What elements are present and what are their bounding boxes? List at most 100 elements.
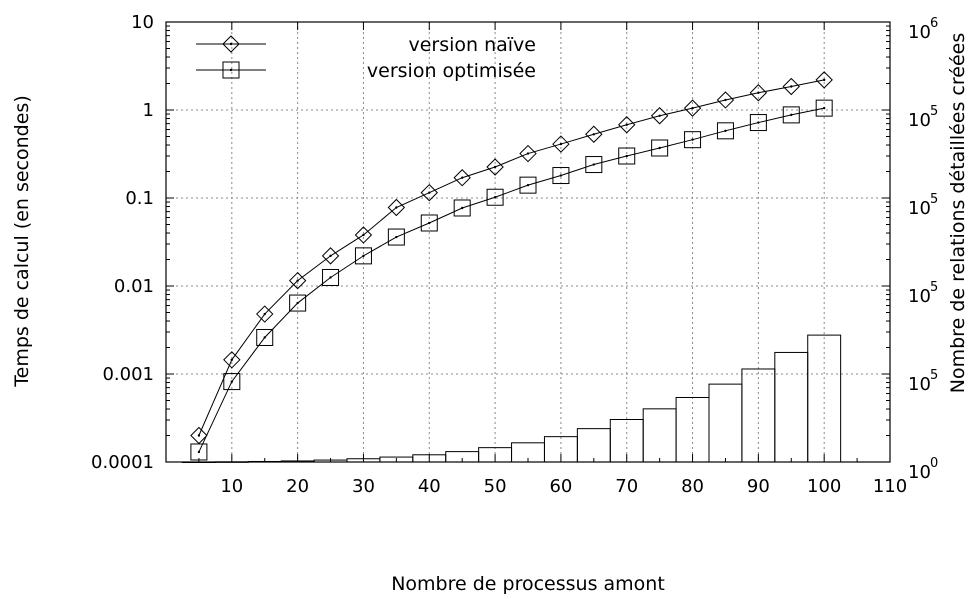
marker-dot bbox=[263, 312, 266, 316]
marker-dot bbox=[428, 191, 431, 194]
marker-dot bbox=[691, 106, 694, 110]
marker-diamond bbox=[552, 135, 570, 153]
y2-tick-exponent: 5 bbox=[930, 192, 938, 207]
marker-square bbox=[815, 99, 833, 117]
marker-dot bbox=[822, 106, 826, 110]
histogram-bars bbox=[181, 334, 842, 463]
marker-dot bbox=[724, 129, 727, 133]
marker-dot bbox=[362, 233, 365, 237]
legend-marker-square bbox=[222, 61, 240, 79]
y-tick-label: 10 bbox=[131, 12, 154, 33]
marker-dot bbox=[428, 221, 431, 225]
marker-square bbox=[618, 147, 636, 165]
y2-tick-base: 10 bbox=[908, 462, 931, 483]
marker-dot bbox=[757, 121, 760, 124]
marker-square bbox=[716, 122, 734, 140]
marker-square bbox=[684, 131, 702, 149]
y2-tick-label: 10 6 bbox=[908, 16, 938, 43]
y2-tick-exponent: 5 bbox=[930, 280, 938, 295]
legend-marker-diamond bbox=[222, 35, 240, 53]
x-tick-label: 80 bbox=[681, 476, 704, 497]
y2-tick-base: 10 bbox=[908, 22, 931, 43]
legend-label-optimisee: version optimisée bbox=[367, 60, 536, 82]
marker-dot bbox=[757, 91, 760, 94]
marker-dot bbox=[790, 85, 793, 88]
marker-dot bbox=[230, 380, 234, 383]
x-axis-title: Nombre de processus amont bbox=[391, 573, 665, 595]
legend: version naïve version optimisée bbox=[196, 34, 536, 82]
marker-dot bbox=[592, 163, 596, 166]
marker-diamond bbox=[387, 198, 406, 217]
x-tick-label: 40 bbox=[418, 476, 441, 497]
x-tick-label: 60 bbox=[549, 476, 572, 497]
bar bbox=[642, 408, 677, 463]
x-tick-label: 90 bbox=[747, 476, 770, 497]
marker-dot bbox=[395, 235, 398, 239]
marker-dot bbox=[460, 206, 464, 210]
y-tick-label: 0.01 bbox=[114, 276, 154, 297]
marker-dot bbox=[559, 174, 563, 177]
y2-tick-base: 10 bbox=[908, 110, 931, 131]
marker-diamond bbox=[453, 169, 471, 187]
marker-dot bbox=[395, 206, 398, 209]
marker-square bbox=[486, 188, 504, 206]
marker-dot bbox=[362, 254, 365, 258]
marker-diamond bbox=[486, 158, 504, 176]
y2-tick-exponent: 5 bbox=[930, 104, 938, 119]
y2-tick-label: 10 5 bbox=[908, 192, 938, 219]
marker-dot bbox=[526, 183, 530, 187]
bar bbox=[774, 351, 809, 463]
marker-diamond bbox=[683, 99, 702, 117]
marker-square bbox=[651, 139, 669, 157]
x-tick-label: 100 bbox=[807, 476, 841, 497]
marker-dot bbox=[625, 154, 628, 158]
y2-tick-exponent: 5 bbox=[930, 368, 938, 383]
marker-square bbox=[322, 268, 340, 286]
legend-label-naive: version naïve bbox=[408, 34, 536, 56]
y2-tick-exponent: 0 bbox=[930, 456, 938, 471]
bar bbox=[708, 383, 743, 463]
marker-diamond bbox=[519, 144, 537, 163]
y2-tick-base: 10 bbox=[908, 374, 931, 395]
y2-tick-base: 10 bbox=[908, 198, 931, 219]
marker-dot bbox=[691, 138, 694, 141]
marker-dot bbox=[329, 254, 332, 258]
marker-dot bbox=[460, 176, 464, 179]
marker-diamond bbox=[749, 84, 768, 102]
marker-dot bbox=[658, 146, 661, 150]
grid-lines bbox=[166, 22, 890, 462]
x-tick-label: 20 bbox=[286, 476, 309, 497]
marker-square bbox=[222, 61, 240, 79]
marker-square bbox=[585, 156, 603, 174]
marker-square bbox=[223, 373, 241, 391]
marker-square bbox=[552, 167, 570, 185]
marker-diamond bbox=[288, 271, 307, 290]
marker-dot bbox=[822, 78, 826, 82]
marker-dot bbox=[493, 196, 497, 199]
y2-tick-label: 10 0 bbox=[908, 456, 938, 483]
marker-dot bbox=[229, 68, 233, 72]
marker-dot bbox=[592, 133, 596, 136]
marker-diamond bbox=[618, 116, 636, 134]
marker-diamond bbox=[321, 247, 340, 265]
y2-tick-label: 10 5 bbox=[908, 368, 938, 395]
x-tick-label: 70 bbox=[615, 476, 638, 497]
marker-dot bbox=[296, 279, 299, 282]
data-series bbox=[190, 71, 833, 461]
marker-diamond bbox=[716, 91, 735, 109]
y-tick-label: 1 bbox=[143, 100, 154, 121]
marker-dot bbox=[197, 450, 201, 454]
marker-dot bbox=[296, 301, 299, 305]
marker-diamond bbox=[585, 125, 603, 143]
marker-dot bbox=[197, 434, 201, 437]
marker-square bbox=[256, 328, 274, 346]
series-line bbox=[198, 107, 825, 453]
marker-dot bbox=[229, 42, 233, 46]
marker-square bbox=[453, 199, 471, 217]
marker-diamond bbox=[420, 183, 438, 202]
marker-dot bbox=[526, 152, 530, 155]
y2-tick-label: 10 5 bbox=[908, 104, 938, 131]
y-tick-label: 0.001 bbox=[102, 364, 154, 385]
x-tick-label: 110 bbox=[873, 476, 907, 497]
